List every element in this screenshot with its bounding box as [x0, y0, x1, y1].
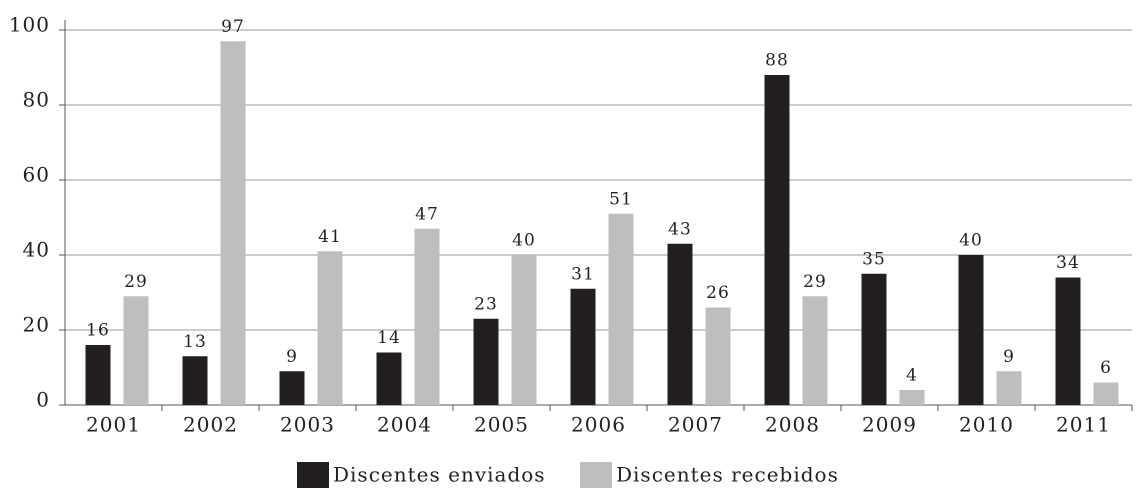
x-tick-label: 2008 — [765, 413, 820, 437]
x-tick-label: 2007 — [668, 413, 723, 437]
value-label: 14 — [377, 328, 401, 348]
x-tick-label: 2003 — [280, 413, 335, 437]
legend-swatch — [580, 462, 612, 488]
x-tick-label: 2002 — [183, 413, 238, 437]
value-label: 35 — [862, 249, 886, 269]
bar — [279, 371, 305, 405]
value-label: 31 — [571, 264, 595, 284]
x-tick-label: 2009 — [862, 413, 917, 437]
y-tick-label: 80 — [23, 88, 50, 112]
value-label: 9 — [1003, 347, 1015, 367]
x-tick-label: 2010 — [959, 413, 1014, 437]
y-tick-label: 20 — [23, 313, 50, 337]
value-label: 23 — [474, 294, 498, 314]
value-label: 88 — [765, 51, 789, 71]
legend-swatch — [297, 462, 329, 488]
value-label: 51 — [609, 189, 633, 209]
bar — [958, 255, 984, 405]
bar — [996, 371, 1022, 405]
value-label: 40 — [512, 231, 536, 251]
bar — [1093, 382, 1119, 405]
bar — [511, 255, 537, 405]
legend-label: Discentes enviados — [333, 463, 546, 487]
value-label: 4 — [906, 366, 918, 386]
y-tick-label: 0 — [36, 388, 50, 412]
bar — [220, 41, 246, 405]
value-label: 97 — [221, 17, 245, 37]
bar — [123, 296, 149, 405]
x-tick-label: 2006 — [571, 413, 626, 437]
bar — [317, 251, 343, 405]
bar — [608, 213, 634, 405]
bar — [473, 318, 499, 405]
x-tick-label: 2005 — [474, 413, 529, 437]
bar — [705, 307, 731, 405]
bar — [899, 390, 925, 405]
value-label: 41 — [318, 227, 342, 247]
bar — [861, 273, 887, 405]
value-label: 9 — [286, 347, 298, 367]
bar — [85, 345, 111, 405]
value-label: 34 — [1056, 253, 1080, 273]
value-label: 16 — [86, 321, 110, 341]
bar — [802, 296, 828, 405]
y-tick-label: 100 — [9, 13, 50, 37]
y-tick-label: 40 — [23, 238, 50, 262]
value-label: 40 — [959, 231, 983, 251]
bar — [1055, 277, 1081, 405]
value-label: 13 — [183, 332, 207, 352]
bar — [667, 243, 693, 405]
value-label: 29 — [124, 272, 148, 292]
value-label: 6 — [1100, 358, 1112, 378]
bar — [414, 228, 440, 405]
value-label: 26 — [706, 283, 730, 303]
x-tick-label: 2001 — [86, 413, 141, 437]
x-tick-label: 2011 — [1056, 413, 1111, 437]
x-tick-label: 2004 — [377, 413, 432, 437]
bar — [570, 288, 596, 405]
value-label: 47 — [415, 204, 439, 224]
value-label: 29 — [803, 272, 827, 292]
y-tick-label: 60 — [23, 163, 50, 187]
bar — [764, 75, 790, 405]
value-label: 43 — [668, 219, 692, 239]
bar — [182, 356, 208, 405]
bar — [376, 352, 402, 405]
legend-label: Discentes recebidos — [616, 463, 839, 487]
